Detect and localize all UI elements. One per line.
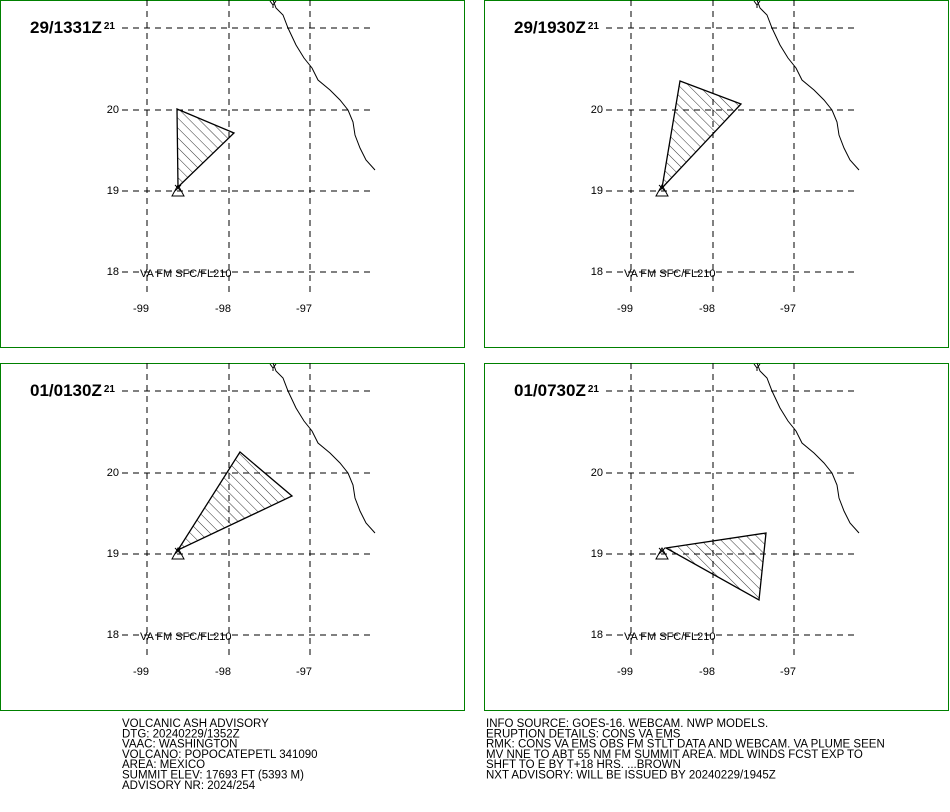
- lon-label: -99: [133, 303, 149, 315]
- map-panel: 29/1331Z 21 20 19 18 -99 -98 -97 VA FM SFC/FL210: [0, 0, 465, 348]
- panel-time: 01/0730Z 21: [514, 381, 599, 400]
- coastline: [756, 362, 860, 534]
- lat-label: 19: [107, 185, 119, 197]
- lat-label: 20: [107, 104, 119, 116]
- lon-label: -98: [215, 666, 231, 678]
- time-label: 29/1331Z: [30, 18, 102, 37]
- panel-time: 29/1930Z 21: [514, 18, 599, 37]
- advisory-line: DTG: 20240229/1352Z: [122, 728, 240, 740]
- panel-time: 29/1331Z 21: [30, 18, 115, 37]
- coast-marker: [269, 0, 277, 8]
- lat-label: 18: [107, 266, 119, 278]
- ash-plume: [664, 532, 767, 602]
- lon-label: -98: [699, 666, 715, 678]
- map-panel: 01/0730Z 21 20 19 18 -99 -98 -97 VA FM SFC/FL210: [484, 362, 949, 711]
- level-label: VA FM SFC/FL210: [624, 268, 716, 280]
- coastline: [272, 0, 376, 171]
- ash-plume: [176, 108, 236, 189]
- panel-time: 01/0130Z 21: [30, 381, 115, 400]
- time-superscript: 21: [588, 384, 600, 395]
- panel-border: [484, 0, 949, 348]
- ash-plume: [176, 451, 294, 552]
- lat-label: 20: [591, 467, 603, 479]
- advisory-line: NXT ADVISORY: WILL BE ISSUED BY 20240229…: [486, 770, 776, 782]
- ash-plume: [661, 80, 743, 191]
- lat-label: 18: [591, 629, 603, 641]
- lon-label: -97: [780, 303, 796, 315]
- coastline: [756, 0, 860, 171]
- vent-symbol: [174, 547, 182, 555]
- time-label: 01/0730Z: [514, 381, 586, 400]
- lon-label: -98: [215, 303, 231, 315]
- lon-label: -97: [296, 666, 312, 678]
- advisory-line: RMK: CONS VA EMS OBS FM STLT DATA AND WE…: [486, 739, 885, 751]
- coastline: [272, 362, 376, 534]
- lon-label: -97: [780, 666, 796, 678]
- lon-label: -98: [699, 303, 715, 315]
- lon-label: -99: [133, 666, 149, 678]
- time-superscript: 21: [104, 384, 116, 395]
- coast-marker: [753, 363, 761, 371]
- level-label: VA FM SFC/FL210: [140, 268, 232, 280]
- time-label: 01/0130Z: [30, 381, 102, 400]
- lat-label: 20: [591, 104, 603, 116]
- coast-marker: [269, 363, 277, 371]
- advisory-line: AREA: MEXICO: [122, 759, 205, 771]
- lat-label: 19: [107, 548, 119, 560]
- coast-marker: [753, 0, 761, 8]
- lat-label: 20: [107, 467, 119, 479]
- advisory-line: VOLCANIC ASH ADVISORY: [122, 718, 269, 730]
- advisory-line: VAAC: WASHINGTON: [122, 739, 237, 751]
- panel-border: [0, 0, 465, 348]
- advisory-line: MV NNE TO ABT 55 NM FM SUMMIT AREA. MDL …: [486, 749, 863, 761]
- advisory-line: INFO SOURCE: GOES-16. WEBCAM. NWP MODELS…: [486, 718, 768, 730]
- lon-label: -99: [617, 666, 633, 678]
- vent-symbol: [658, 184, 666, 192]
- lat-label: 19: [591, 548, 603, 560]
- advisory-line: SHFT TO E BY T+18 HRS. ...BROWN: [486, 759, 681, 771]
- lon-label: -97: [296, 303, 312, 315]
- lat-label: 19: [591, 185, 603, 197]
- advisory-line: ADVISORY NR: 2024/254: [122, 780, 256, 792]
- time-superscript: 21: [104, 21, 116, 32]
- vent-symbol: [658, 547, 666, 555]
- panel-border: [484, 363, 949, 711]
- level-label: VA FM SFC/FL210: [624, 631, 716, 643]
- time-superscript: 21: [588, 21, 600, 32]
- lat-label: 18: [107, 629, 119, 641]
- panel-border: [0, 363, 465, 711]
- map-panel: 29/1930Z 21 20 19 18 -99 -98 -97 VA FM SFC/FL210: [484, 0, 949, 348]
- lon-label: -99: [617, 303, 633, 315]
- map-panel: 01/0130Z 21 20 19 18 -99 -98 -97 VA FM SFC/FL210: [0, 362, 465, 711]
- vent-symbol: [174, 184, 182, 192]
- level-label: VA FM SFC/FL210: [140, 631, 232, 643]
- time-label: 29/1930Z: [514, 18, 586, 37]
- lat-label: 18: [591, 266, 603, 278]
- advisory-line: ERUPTION DETAILS: CONS VA EMS: [486, 728, 681, 740]
- advisory-line: SUMMIT ELEV: 17693 FT (5393 M): [122, 770, 304, 782]
- advisory-line: VOLCANO: POPOCATEPETL 341090: [122, 749, 318, 761]
